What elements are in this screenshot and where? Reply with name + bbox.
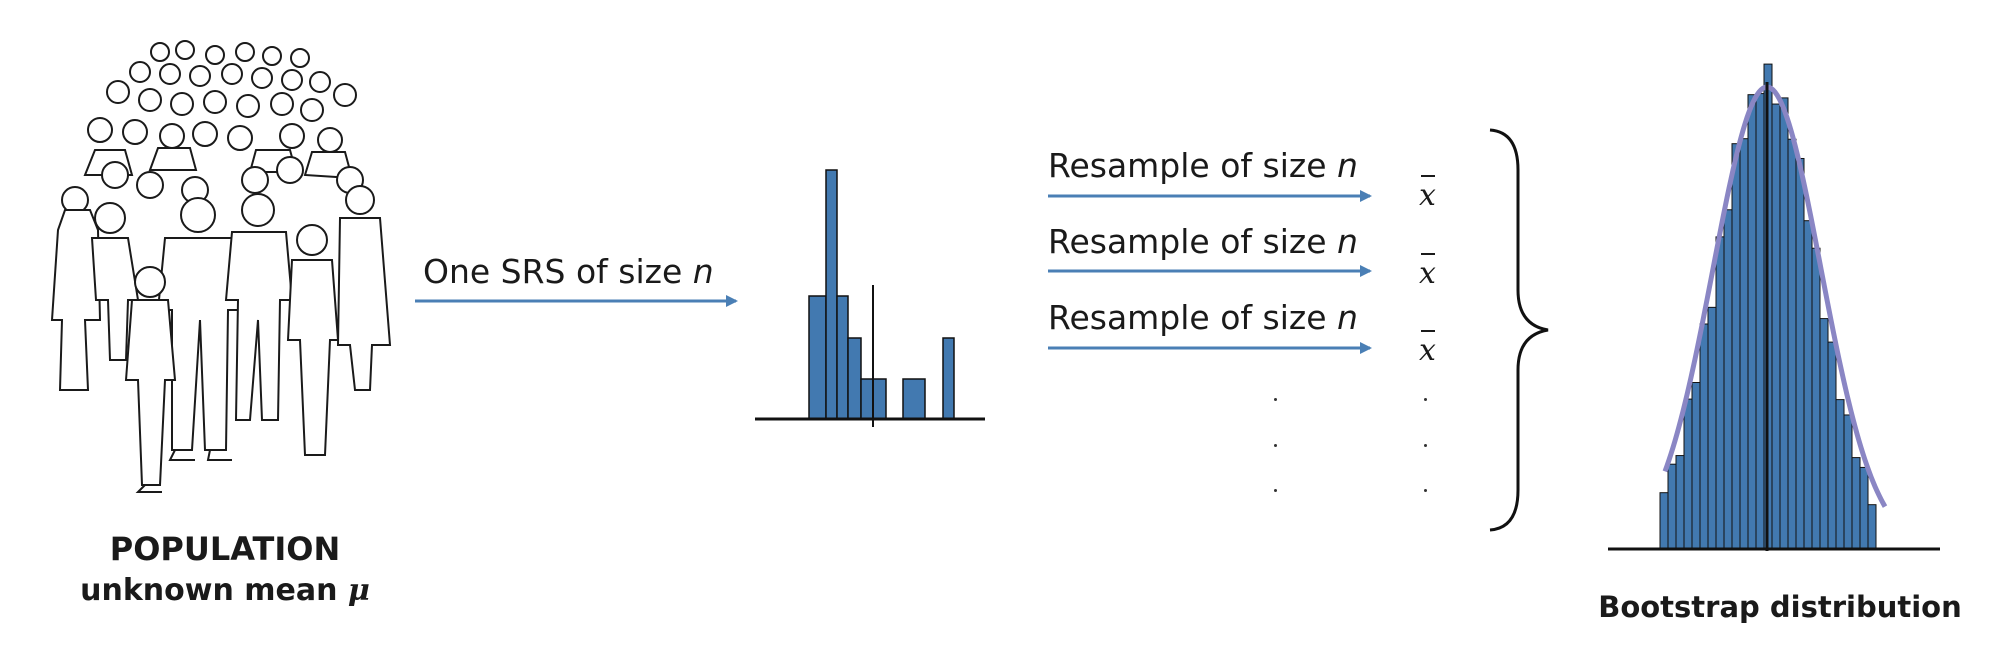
resample-label-var: n [1337,146,1358,185]
bootstrap-bar [1707,306,1717,550]
population-subtitle-text: unknown mean [80,573,338,608]
resample-label-3: Resample of size n [1048,298,1358,337]
bootstrap-bar [1771,103,1781,550]
ellipsis-dot [1424,398,1427,401]
resample-label-2: Resample of size n [1048,222,1358,261]
bootstrap-bar [1691,382,1701,550]
resample-label-var: n [1337,298,1358,337]
sample-bar [847,337,862,420]
sample-bar [836,295,849,420]
bootstrap-bar [1867,504,1877,550]
bootstrap-bar [1795,157,1805,550]
xbar-2: x [1419,253,1436,289]
bootstrap-bar [1827,341,1837,550]
xbar-3: x [1419,330,1436,366]
ellipsis-dot [1274,489,1277,492]
sample-bar [808,295,827,420]
resample-label-text: Resample of size [1048,298,1327,337]
srs-label-var: n [692,252,714,291]
bootstrap-bar [1835,399,1845,550]
bootstrap-bar [1779,97,1789,550]
bootstrap-bar [1787,138,1797,550]
crowd-mid-row [61,147,364,214]
bootstrap-bar [1667,463,1677,550]
bootstrap-bar [1675,455,1685,550]
crowd-front-row [50,185,392,493]
population-subtitle: unknown mean μ [70,573,380,608]
resample-label-text: Resample of size [1048,222,1327,261]
resample-label-1: Resample of size n [1048,146,1358,185]
bootstrap-bar [1731,143,1741,550]
bootstrap-bar [1859,466,1869,550]
ellipsis-dot [1424,489,1427,492]
population-title: POPULATION [109,530,341,568]
ellipsis-dot [1274,398,1277,401]
curly-brace [1489,128,1549,532]
ellipsis-dot [1274,444,1277,447]
sample-bar [942,337,955,420]
bootstrap-bar [1683,398,1693,550]
bootstrap-bar [1699,323,1709,550]
sample-histogram [755,169,985,427]
normal-curve [1662,84,1888,508]
srs-label: One SRS of size n [423,252,714,291]
ellipsis-dot [1424,444,1427,447]
srs-label-text: One SRS of size [423,252,683,291]
sample-bar [825,169,838,420]
bootstrap-bar [1755,93,1765,550]
xbar-1: x [1419,175,1436,211]
bootstrap-bar [1843,414,1853,550]
bootstrap-bar [1715,236,1725,550]
bootstrap-bar [1739,138,1749,550]
bootstrap-bar [1851,457,1861,550]
sample-bar [902,378,926,420]
population-crowd-illustration [50,40,392,493]
bootstrap-bar [1747,94,1757,550]
bootstrap-bar [1811,247,1821,550]
mu-symbol: μ [347,573,370,608]
bootstrap-title: Bootstrap distribution [1598,590,1962,624]
bootstrap-histogram [1608,63,1940,551]
resample-label-var: n [1337,222,1358,261]
bootstrap-bar [1723,209,1733,550]
bootstrap-bar [1659,492,1669,550]
bootstrap-bar [1803,220,1813,550]
bootstrap-bar [1819,318,1829,550]
resample-label-text: Resample of size [1048,146,1327,185]
crowd-back-heads [87,40,357,153]
